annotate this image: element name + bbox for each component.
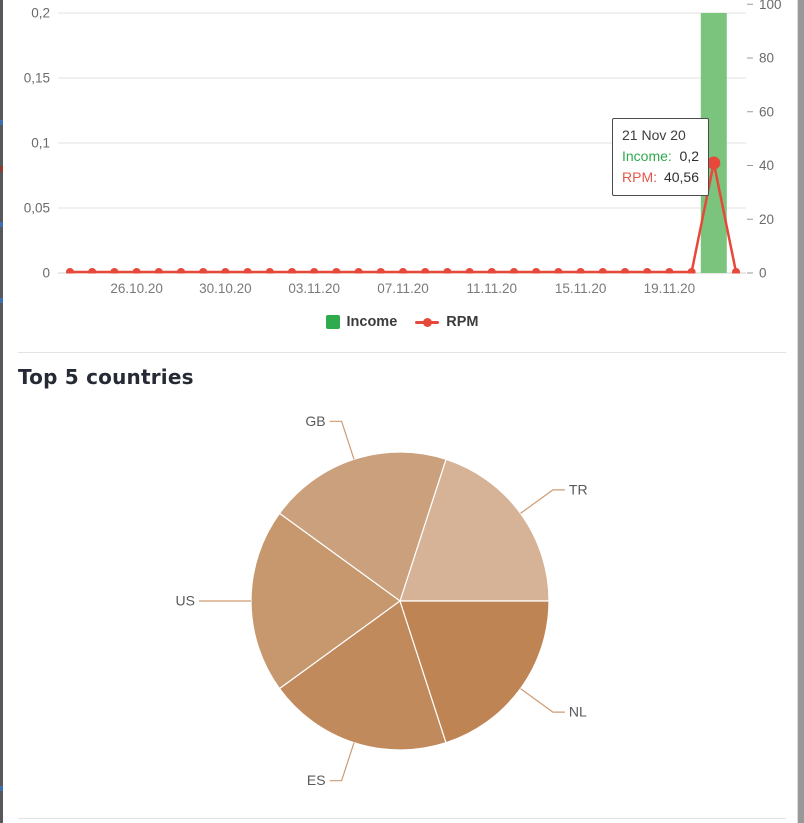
pie-leader-line-NL (520, 688, 565, 713)
sidebar-edge-speck (0, 120, 3, 125)
x-axis-date-label: 11.11.20 (467, 281, 518, 296)
rpm-point[interactable] (643, 268, 652, 276)
rpm-point[interactable] (554, 268, 563, 276)
rpm-point[interactable] (376, 268, 385, 276)
left-axis-tick-label: 0,05 (24, 201, 50, 216)
sidebar-edge-speck (0, 298, 3, 303)
legend-income-label: Income (346, 314, 398, 330)
rpm-point[interactable] (621, 268, 629, 276)
rpm-point-active[interactable] (707, 156, 721, 170)
x-axis-date-label: 30.10.20 (199, 281, 252, 296)
rpm-point[interactable] (310, 268, 319, 276)
right-axis-tick-label: 40 (759, 158, 774, 173)
rpm-point[interactable] (732, 268, 740, 276)
rpm-point[interactable] (265, 268, 274, 276)
left-axis-tick-label: 0,15 (24, 71, 50, 86)
right-axis-tick-label: 60 (759, 104, 774, 119)
rpm-point[interactable] (332, 268, 341, 276)
pie-label-GB: GB (305, 413, 325, 429)
left-axis-tick-label: 0 (42, 266, 50, 281)
right-axis-tick-label: 0 (759, 266, 767, 281)
x-axis-date-label: 07.11.20 (377, 281, 429, 296)
pie-label-TR: TR (569, 481, 588, 497)
page-scrollbar[interactable] (797, 0, 804, 823)
pie-leader-line-GB (329, 420, 355, 460)
sidebar-edge-speck (0, 222, 3, 227)
income-rpm-chart-canvas[interactable]: 0 0,05 0,1 0,15 0,2 0 20 40 60 80 100 26.10.20 30.10… (0, 0, 804, 300)
rpm-point[interactable] (110, 268, 119, 276)
sidebar-edge-speck (0, 166, 3, 172)
pie-label-US: US (176, 593, 195, 609)
tooltip-rpm-value: 40,56 (663, 169, 699, 185)
rpm-point[interactable] (288, 268, 296, 276)
rpm-point[interactable] (576, 268, 585, 276)
pie-slice-NL[interactable] (399, 600, 550, 744)
x-axis-date-label: 19.11.20 (644, 281, 696, 296)
rpm-point[interactable] (154, 268, 163, 276)
x-axis-date-label: 03.11.20 (288, 281, 340, 296)
rpm-point[interactable] (66, 268, 74, 276)
pie-slice-GB[interactable] (278, 451, 447, 602)
bottom-divider (18, 818, 786, 819)
tooltip-income-label: Income: (622, 148, 672, 164)
scrollbar-thumb[interactable] (798, 0, 804, 823)
top5-countries-heading: Top 5 countries (18, 365, 194, 389)
tooltip-rpm-label: RPM: (622, 169, 657, 185)
chart-legend: Income RPM (0, 311, 804, 333)
pie-label-ES: ES (307, 772, 326, 788)
legend-rpm-label: RPM (446, 314, 479, 330)
left-axis-tick-label: 0,1 (31, 136, 50, 151)
tooltip-income-row: Income: 0,2 (622, 146, 699, 167)
rpm-point[interactable] (221, 268, 230, 276)
tooltip-date: 21 Nov 20 (622, 127, 686, 143)
rpm-line-icon (415, 317, 440, 327)
rpm-point[interactable] (177, 268, 185, 276)
chart-tooltip: 21 Nov 20 Income: 0,2 RPM: 40,56 (612, 118, 709, 196)
right-axis-tick-label: 100 (759, 0, 782, 12)
rpm-point[interactable] (532, 268, 541, 276)
section-divider (18, 352, 786, 353)
left-axis-tick-label: 0,2 (31, 6, 50, 21)
pie-slice-ES[interactable] (278, 600, 447, 751)
rpm-point[interactable] (487, 268, 496, 276)
pie-leader-line-ES (329, 742, 355, 782)
tooltip-rpm-row: RPM: 40,56 (622, 167, 699, 188)
rpm-point[interactable] (465, 268, 474, 276)
pie-label-NL: NL (569, 704, 587, 720)
right-axis-tick-label: 80 (759, 51, 774, 66)
rpm-point[interactable] (132, 268, 141, 276)
legend-item-income[interactable]: Income (325, 314, 398, 330)
rpm-point[interactable] (598, 268, 607, 276)
pie-slice-US[interactable] (250, 512, 401, 690)
tooltip-income-value: 0,2 (679, 148, 699, 164)
income-swatch-icon (325, 315, 340, 329)
rpm-point[interactable] (399, 268, 407, 276)
rpm-point[interactable] (88, 268, 97, 276)
rpm-point[interactable] (443, 268, 452, 276)
rpm-point[interactable] (243, 268, 252, 276)
rpm-point[interactable] (421, 268, 430, 276)
pie-slice-TR[interactable] (399, 458, 550, 602)
pie-leader-line-TR (520, 489, 565, 514)
rpm-point[interactable] (510, 268, 518, 276)
rpm-point[interactable] (354, 268, 363, 276)
sidebar-edge-speck (0, 786, 3, 791)
x-axis-date-label: 26.10.20 (110, 281, 163, 296)
right-axis-tick-label: 20 (759, 212, 774, 227)
window-left-edge (0, 0, 3, 823)
legend-item-rpm[interactable]: RPM (415, 314, 479, 330)
rpm-point[interactable] (665, 268, 674, 276)
rpm-point[interactable] (199, 268, 208, 276)
rpm-point[interactable] (687, 268, 696, 276)
top5-pie-chart-canvas[interactable]: TR GB US ES NL (0, 398, 804, 818)
x-axis-date-label: 15.11.20 (555, 281, 607, 296)
